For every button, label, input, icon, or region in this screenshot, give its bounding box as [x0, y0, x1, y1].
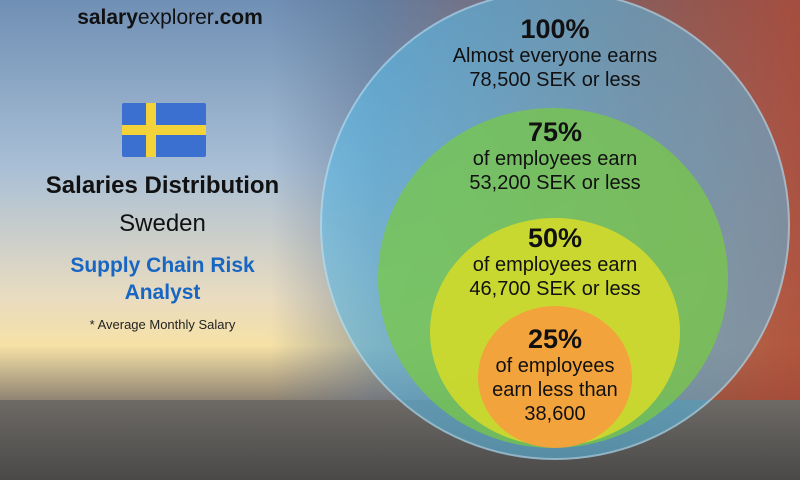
label-25: 25% of employees earn less than 38,600: [405, 324, 705, 426]
circle-25-percentile: [478, 306, 632, 448]
percent: 75%: [527, 117, 583, 147]
sweden-flag-icon: [122, 103, 206, 157]
logo-suffix: .com: [213, 6, 263, 29]
job-title: Supply Chain Risk Analyst: [70, 254, 255, 304]
percent: 25%: [527, 324, 583, 354]
site-logo[interactable]: salaryexplorer.com: [0, 6, 340, 30]
logo-regular: explorer: [137, 6, 214, 29]
label-75: 75% of employees earn 53,200 SEK or less: [405, 117, 705, 195]
page-title: Salaries Distribution: [45, 172, 280, 199]
label-100: 100% Almost everyone earns 78,500 SEK or…: [405, 14, 705, 92]
label-line: of employees earn: [472, 148, 638, 170]
label-line: 53,200 SEK or less: [469, 172, 641, 194]
label-line: 78,500 SEK or less: [469, 69, 641, 91]
label-50: 50% of employees earn 46,700 SEK or less: [405, 223, 705, 301]
salary-note: * Average Monthly Salary: [89, 317, 236, 332]
percent: 100%: [520, 14, 590, 44]
country: Sweden: [119, 210, 206, 237]
label-line: 38,600: [524, 403, 586, 425]
logo-bold: salary: [77, 6, 138, 29]
label-line: 46,700 SEK or less: [469, 278, 641, 300]
label-line: earn less than: [492, 379, 618, 401]
label-line: of employees earn: [472, 254, 638, 276]
label-line: Almost everyone earns: [452, 45, 658, 67]
label-line: of employees: [495, 355, 615, 377]
percent: 50%: [527, 223, 583, 253]
